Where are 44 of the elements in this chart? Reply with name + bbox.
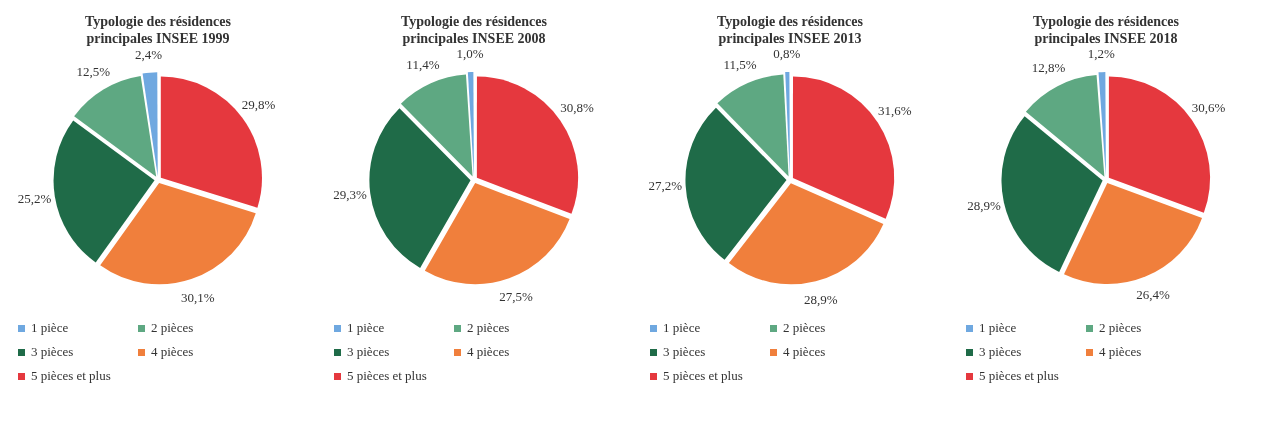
legend-label: 4 pièces — [466, 344, 511, 360]
data-label: 12,8% — [1031, 60, 1066, 76]
legend-label: 5 pièces et plus — [30, 368, 112, 384]
data-label: 30,8% — [560, 100, 594, 116]
data-label: 25,2% — [17, 190, 52, 206]
legend-label: 1 pièce — [30, 320, 70, 336]
legend-label: 4 pièces — [150, 344, 195, 360]
data-label: 11,4% — [406, 57, 440, 73]
data-label: 1,2% — [1087, 46, 1115, 62]
data-label: 28,9% — [803, 292, 838, 308]
legend-label: 2 pièces — [150, 320, 195, 336]
legend-label: 2 pièces — [466, 320, 511, 336]
legend-label: 5 pièces et plus — [978, 368, 1060, 384]
legend-label: 3 pièces — [30, 344, 75, 360]
data-label: 2,4% — [135, 46, 163, 62]
data-label: 0,8% — [773, 46, 801, 62]
legend-label: 4 pièces — [782, 344, 827, 360]
data-label: 29,8% — [241, 97, 276, 113]
legend-label: 2 pièces — [782, 320, 827, 336]
legend-label: 1 pièce — [662, 320, 702, 336]
legend-label: 2 pièces — [1098, 320, 1143, 336]
chart-title: Typologie des résidences principales INSEE 2013 — [717, 14, 864, 46]
chart-title: Typologie des résidences principales INSEE 2018 — [1033, 14, 1180, 46]
data-label: 27,5% — [499, 288, 533, 304]
data-label: 11,5% — [723, 56, 757, 72]
legend-label: 1 pièce — [346, 320, 386, 336]
legend-label: 1 pièce — [978, 320, 1018, 336]
legend-label: 5 pièces et plus — [346, 368, 428, 384]
data-label: 28,9% — [967, 198, 1001, 214]
legend-label: 3 pièces — [662, 344, 707, 360]
data-label: 29,3% — [333, 187, 367, 203]
data-label: 31,6% — [877, 102, 912, 118]
data-label: 26,4% — [1136, 286, 1171, 302]
legend-label: 4 pièces — [1098, 344, 1143, 360]
data-label: 12,5% — [76, 64, 111, 80]
legend-label: 3 pièces — [346, 344, 391, 360]
legend-label: 5 pièces et plus — [662, 368, 744, 384]
legend-label: 3 pièces — [978, 344, 1023, 360]
chart-title: Typologie des résidences principales INSEE 2008 — [401, 14, 548, 46]
data-label: 27,2% — [648, 178, 683, 194]
data-label: 1,0% — [456, 46, 484, 62]
chart-title: Typologie des résidences principales INSEE 1999 — [85, 14, 232, 46]
data-label: 30,1% — [180, 289, 215, 305]
data-label: 30,6% — [1191, 99, 1226, 115]
